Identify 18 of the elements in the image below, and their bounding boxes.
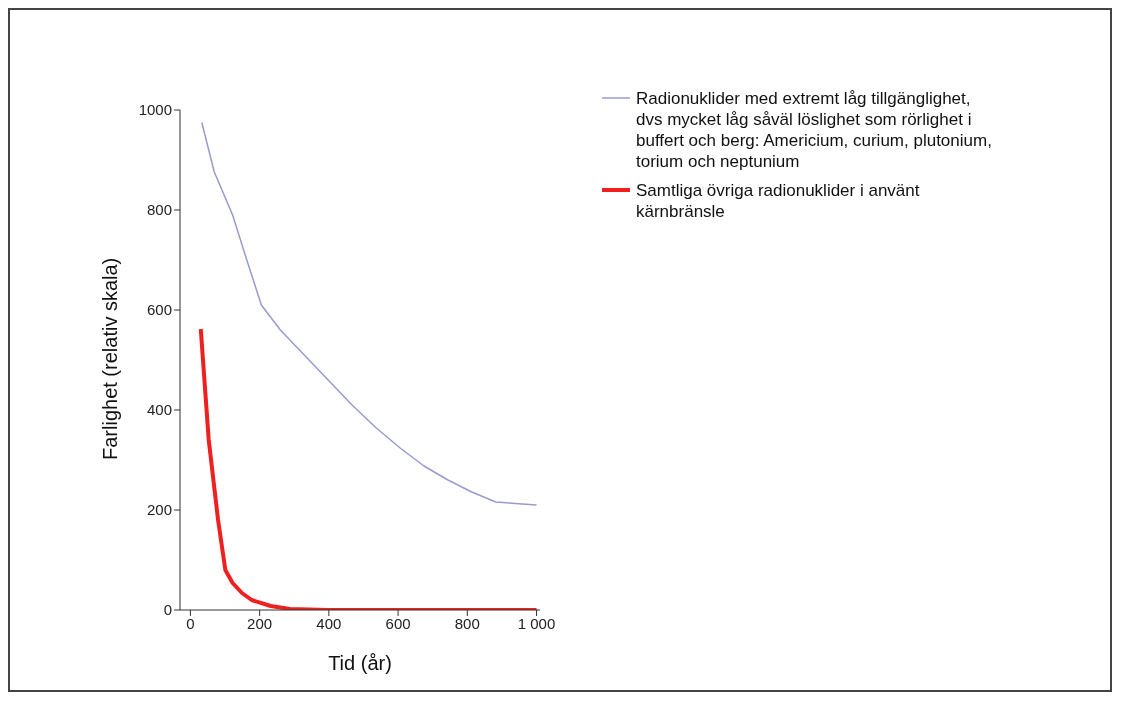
y-tick-label: 0 [163, 601, 172, 619]
legend-label: Samtliga övriga radionuklider i använt kärnbränsle [636, 180, 921, 222]
x-axis-title: Tid (år) [328, 652, 392, 674]
x-tick-label: 800 [454, 614, 480, 632]
x-tick-label: 1 000 [517, 614, 556, 632]
x-tick-label: 200 [247, 614, 273, 632]
line-series [198, 327, 539, 610]
y-axis-title: Farlighet (relativ skala) [99, 257, 122, 460]
x-tick-label: 600 [385, 614, 411, 632]
y-tick-label: 200 [146, 501, 172, 519]
y-tick-label: 1000 [138, 101, 172, 119]
y-tick-label: 600 [146, 301, 172, 319]
y-tick-label: 400 [146, 401, 172, 419]
legend-label: Radionuklider med extremt låg tillgänglighet, dvs mycket låg såväl löslighet som rörlighet i buffert och berg: Americium, curium, plutonium, torium och neptunium [636, 88, 993, 172]
x-tick-label: 400 [316, 614, 342, 632]
y-tick-label: 800 [146, 201, 172, 219]
x-tick-label: 0 [186, 614, 195, 632]
line-series [201, 121, 538, 506]
